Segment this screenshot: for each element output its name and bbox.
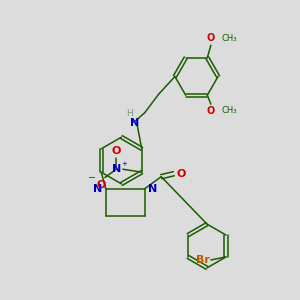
Text: N: N xyxy=(112,164,121,174)
Text: O: O xyxy=(176,169,186,179)
Text: −: − xyxy=(88,173,96,183)
Text: N: N xyxy=(148,184,158,194)
Text: N: N xyxy=(130,118,140,128)
Text: CH₃: CH₃ xyxy=(221,106,237,115)
Text: N: N xyxy=(93,184,102,194)
Text: Br: Br xyxy=(196,255,209,265)
Text: CH₃: CH₃ xyxy=(221,34,237,43)
Text: H: H xyxy=(126,109,133,118)
Text: O: O xyxy=(97,180,106,190)
Text: O: O xyxy=(207,106,215,116)
Text: O: O xyxy=(112,146,121,156)
Text: O: O xyxy=(207,33,215,43)
Text: +: + xyxy=(122,161,128,167)
